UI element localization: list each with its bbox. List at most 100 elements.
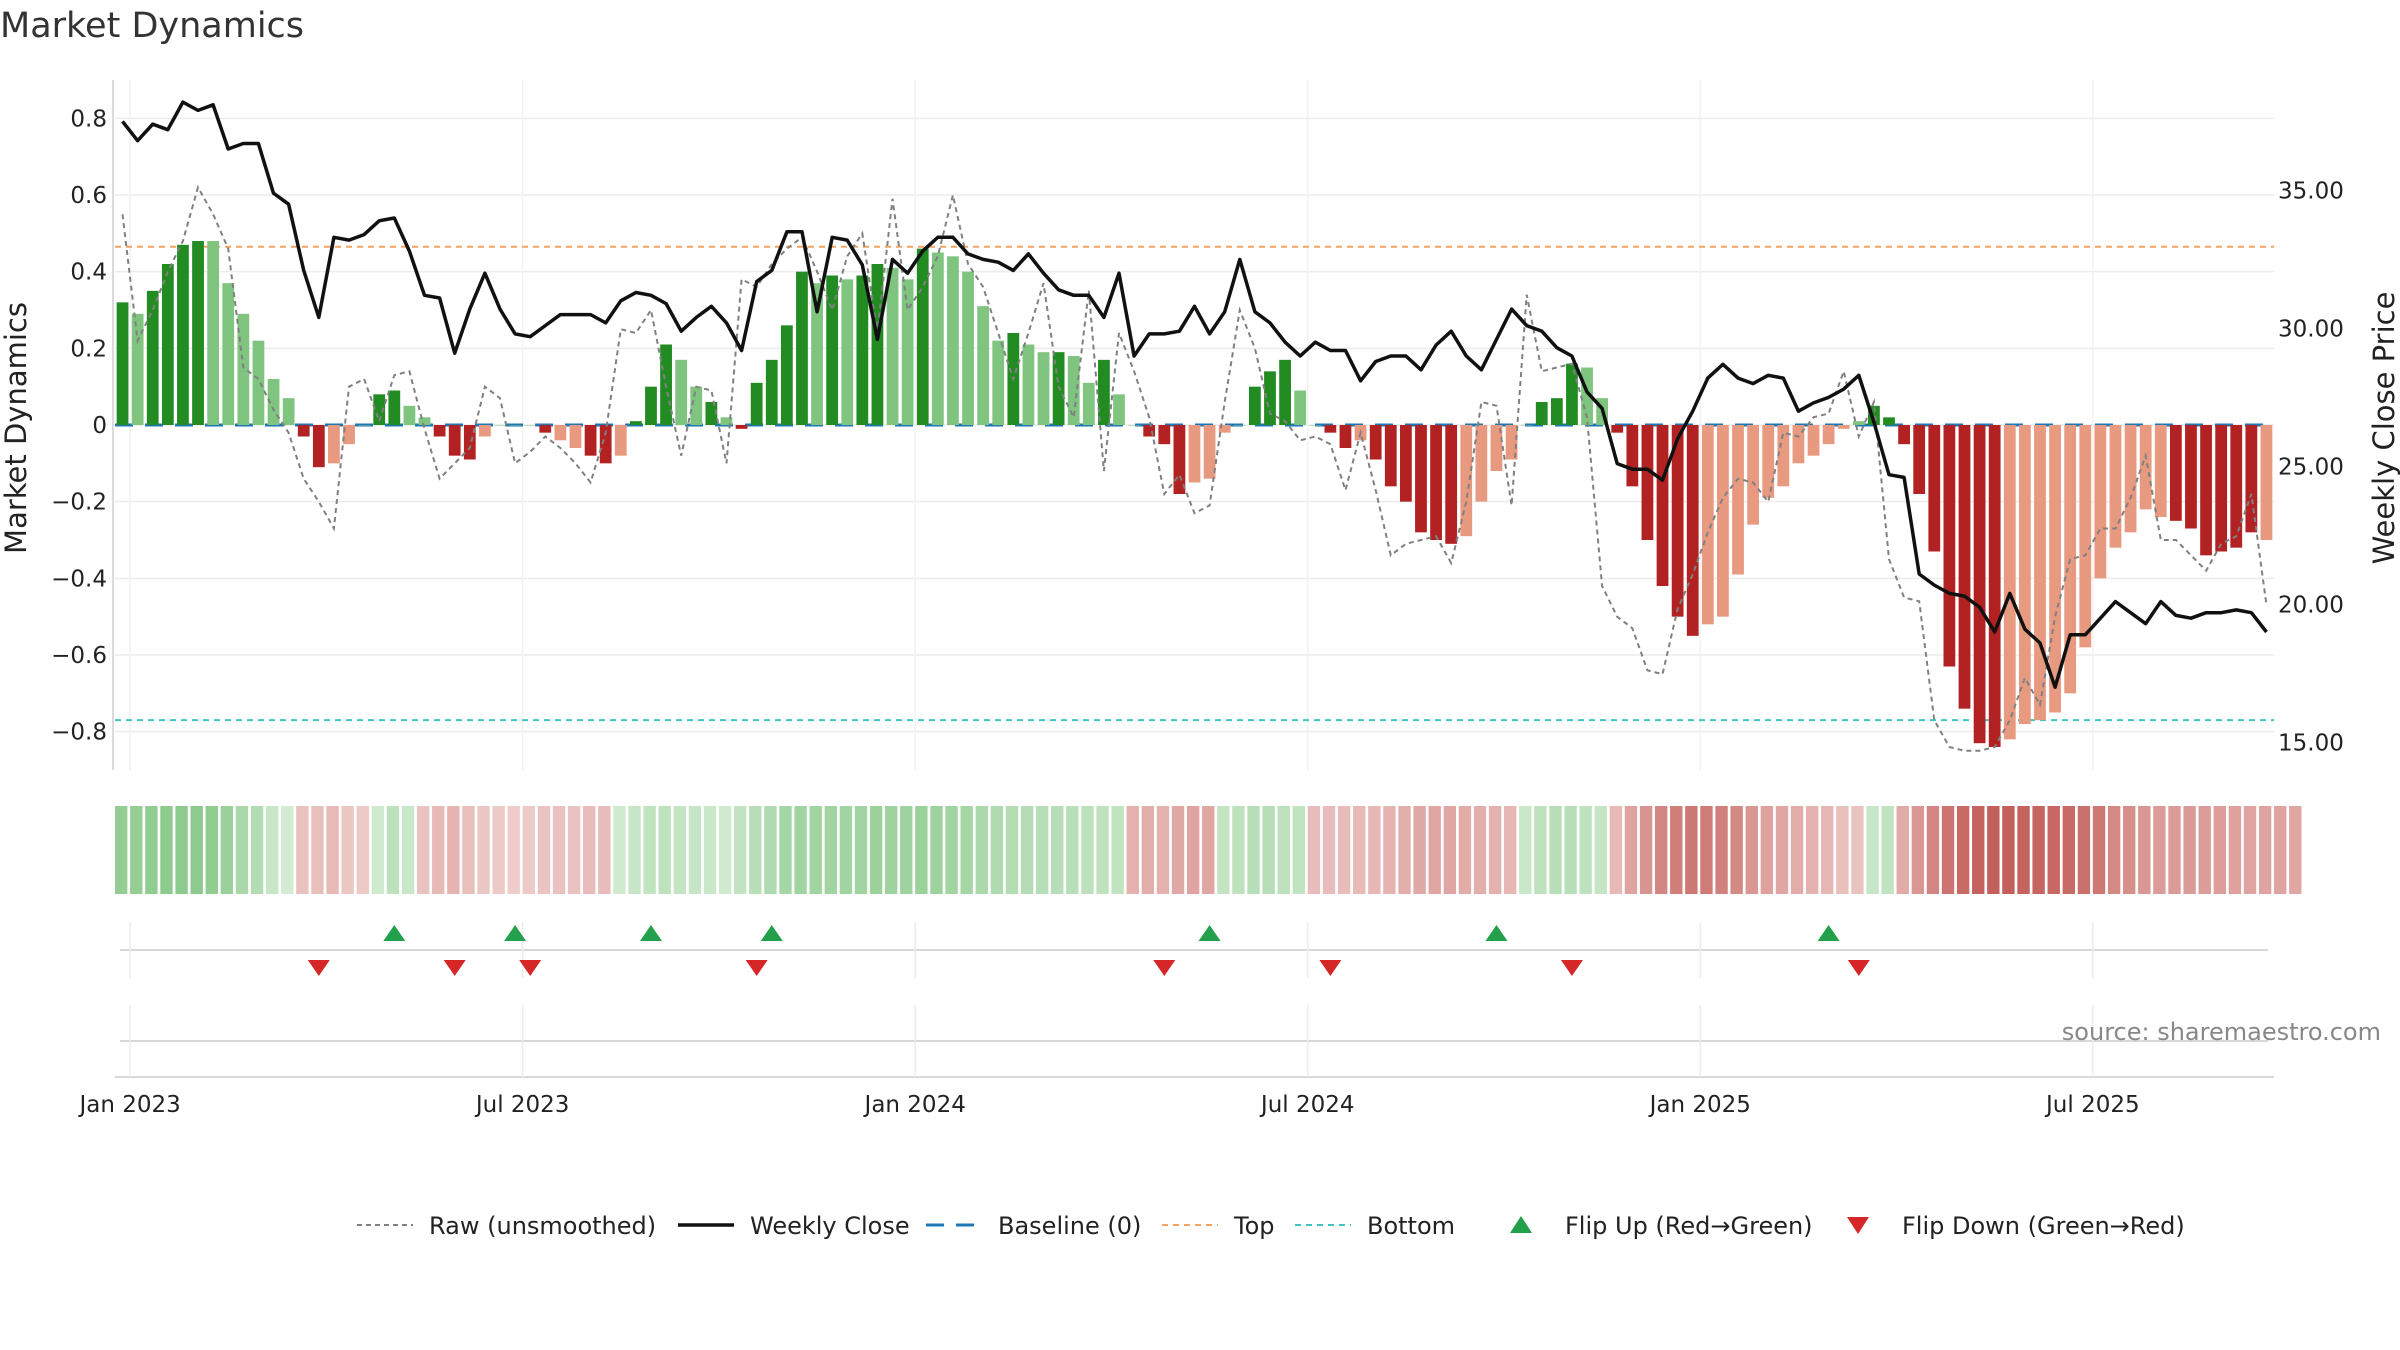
bar	[1490, 425, 1503, 471]
bar	[1415, 425, 1427, 533]
y-left-tick-label: −0.4	[51, 566, 107, 592]
heat-cell	[477, 806, 490, 894]
heat-cell	[1232, 806, 1245, 894]
heat-cell	[567, 806, 581, 894]
bar	[343, 425, 355, 445]
heat-cell	[2153, 806, 2166, 894]
heat-cell	[1549, 806, 1562, 894]
y-right-tick-label: 15.00	[2278, 730, 2344, 756]
bar	[1626, 425, 1639, 487]
x-tick-label: Jan 2025	[1648, 1092, 1751, 1118]
bar	[1203, 425, 1216, 479]
heat-cell	[749, 806, 762, 894]
bar	[2200, 425, 2212, 556]
heat-cell	[2258, 806, 2272, 894]
weekly-close-line	[121, 100, 2268, 689]
heat-cell	[1292, 806, 1306, 894]
bar	[494, 425, 506, 426]
bar	[2169, 425, 2182, 521]
heat-cell	[1111, 806, 1124, 894]
bar	[373, 394, 386, 425]
flip-up-marker	[639, 925, 662, 941]
y-left-tick-label: 0.2	[70, 336, 107, 362]
bar	[192, 241, 204, 425]
bar	[1249, 386, 1261, 425]
bar	[1686, 425, 1699, 636]
bar	[1324, 425, 1337, 433]
bar	[524, 425, 537, 426]
bar	[1611, 425, 1624, 433]
heat-cell	[1383, 806, 1396, 894]
bar	[796, 271, 808, 425]
bar	[2018, 425, 2031, 724]
bar	[1173, 425, 1186, 494]
heat-cell	[1202, 806, 1215, 894]
heat-cell	[794, 806, 807, 894]
heat-cell	[2002, 806, 2015, 894]
legend-item: Flip Up (Red→Green)	[1510, 1212, 1813, 1240]
flip-up-marker	[504, 925, 527, 941]
flip-up-marker	[1198, 925, 1221, 941]
bar	[539, 425, 552, 433]
heat-cell	[1005, 806, 1019, 894]
bar	[1807, 425, 1820, 456]
legend-item: Top	[1162, 1212, 1275, 1240]
heat-cell	[1171, 806, 1185, 894]
heat-cell	[1126, 806, 1139, 894]
heat-cell	[1337, 806, 1351, 894]
heat-cell	[507, 806, 520, 894]
bar	[1460, 425, 1473, 537]
bar	[177, 244, 189, 425]
flip-down-marker	[519, 960, 542, 976]
bar	[267, 379, 280, 425]
heat-cell	[1428, 806, 1441, 894]
heat-cell	[2213, 806, 2226, 894]
bar	[705, 402, 718, 425]
heat-cell	[401, 806, 415, 894]
heat-cell	[1504, 806, 1517, 894]
heat-cell	[1851, 806, 1864, 894]
heat-cell	[341, 806, 354, 894]
heat-cell	[356, 806, 369, 894]
heat-cell	[1594, 806, 1607, 894]
bar	[765, 359, 778, 425]
heat-cell	[1519, 806, 1532, 894]
bar	[1792, 425, 1805, 464]
bar	[645, 386, 657, 425]
heat-cell	[658, 806, 671, 894]
heat-cell	[703, 806, 717, 894]
bar	[690, 386, 703, 425]
x-tick-label: Jan 2024	[863, 1092, 966, 1118]
bar	[1082, 382, 1095, 425]
bar	[1747, 425, 1760, 525]
bar	[1566, 363, 1578, 425]
legend-label: Baseline (0)	[998, 1212, 1141, 1240]
heat-cell	[175, 806, 188, 894]
bar	[418, 417, 431, 425]
raw-line	[121, 184, 2268, 752]
heat-cell	[869, 806, 883, 894]
flip-down-marker	[745, 960, 768, 976]
heat-cell	[190, 806, 203, 894]
bar	[675, 359, 688, 425]
heat-cell	[311, 806, 324, 894]
heat-cell	[1639, 806, 1653, 894]
bar	[599, 425, 612, 464]
y-left-tick-label: 0	[92, 413, 107, 439]
bar	[554, 425, 567, 441]
chart-title: Market Dynamics	[0, 6, 305, 46]
bar	[448, 425, 461, 456]
heat-cell	[1458, 806, 1472, 894]
heat-cell	[1353, 806, 1366, 894]
heat-cell	[718, 806, 732, 894]
heat-cell	[839, 806, 853, 894]
heat-cell	[2198, 806, 2211, 894]
flip-down-marker	[1560, 960, 1583, 976]
heat-cell	[1911, 806, 1925, 894]
bar	[1399, 425, 1412, 502]
flip-up-marker	[383, 925, 406, 941]
bar	[962, 271, 974, 425]
heat-cell	[1413, 806, 1426, 894]
weekly-close-series	[121, 100, 2268, 689]
heat-cell	[1790, 806, 1804, 894]
